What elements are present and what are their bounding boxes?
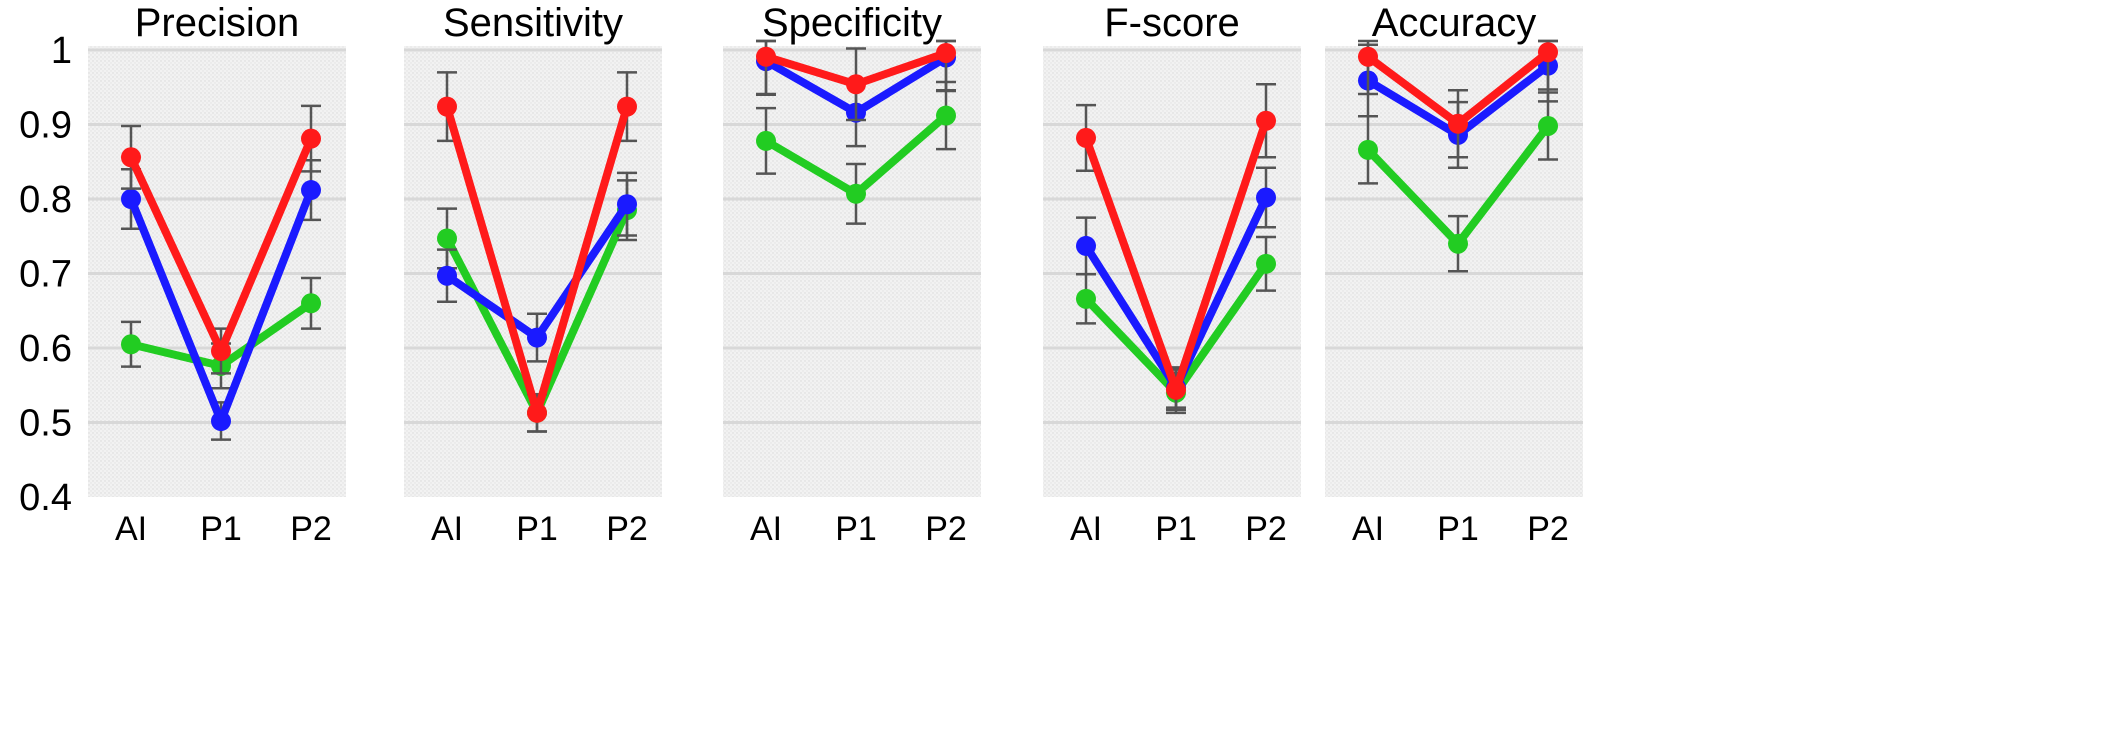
data-point-green <box>1358 139 1378 160</box>
data-point-green <box>846 183 866 204</box>
panel-f-score: F-score AI P1 P2 <box>1043 1 1301 548</box>
data-point-red <box>617 96 637 117</box>
y-tick-label: 0.7 <box>19 254 72 296</box>
data-point-green <box>437 228 457 249</box>
panel-specificity: Specificity AI P1 P2 <box>723 1 981 548</box>
data-point-blue <box>211 411 231 432</box>
data-point-blue <box>617 194 637 215</box>
panel-accuracy: Accuracy AI P1 P2 <box>1325 1 1583 548</box>
data-point-green <box>1448 233 1468 254</box>
x-tick-label: AI <box>750 510 782 548</box>
panel-title: Precision <box>135 1 300 45</box>
x-tick-label: P1 <box>1155 510 1197 548</box>
data-point-red <box>121 147 141 168</box>
data-point-red <box>756 46 776 67</box>
panel-sensitivity: Sensitivity AI P1 P2 <box>404 1 662 548</box>
panel-title: Accuracy <box>1372 1 1537 45</box>
data-point-red <box>846 74 866 95</box>
data-point-blue <box>121 189 141 209</box>
panel-title: Specificity <box>762 1 942 45</box>
data-point-red <box>936 42 956 63</box>
x-tick-label: AI <box>1070 510 1102 548</box>
data-point-red <box>1358 46 1378 67</box>
y-tick-label: 0.9 <box>19 105 72 147</box>
data-point-green <box>1256 253 1276 274</box>
data-point-blue <box>527 327 547 348</box>
x-tick-label: P1 <box>835 510 877 548</box>
data-point-red <box>1538 42 1558 63</box>
x-tick-label: AI <box>1352 510 1384 548</box>
x-tick-label: P2 <box>1527 510 1569 548</box>
data-point-blue <box>437 265 457 286</box>
y-tick-label: 0.6 <box>19 328 72 370</box>
data-point-green <box>1538 115 1558 136</box>
data-point-red <box>301 128 321 149</box>
panel-title: F-score <box>1104 1 1240 45</box>
data-point-green <box>121 334 141 355</box>
x-tick-label: P1 <box>200 510 242 548</box>
x-tick-label: P1 <box>516 510 558 548</box>
data-point-green <box>301 293 321 314</box>
y-tick-label: 1 <box>51 30 72 72</box>
data-point-green <box>936 105 956 126</box>
x-tick-label: P2 <box>290 510 332 548</box>
x-tick-label: P2 <box>606 510 648 548</box>
data-point-blue <box>1256 187 1276 208</box>
data-point-red <box>437 96 457 117</box>
y-tick-label: 0.4 <box>19 477 72 519</box>
y-tick-label: 0.5 <box>19 403 72 445</box>
x-tick-label: P1 <box>1437 510 1479 548</box>
panel-precision: Precision AI P1 P2 <box>88 1 346 548</box>
data-point-green <box>756 130 776 151</box>
data-point-red <box>1166 379 1186 400</box>
y-tick-label: 0.8 <box>19 179 72 221</box>
panel-title: Sensitivity <box>443 1 623 45</box>
data-point-red <box>1256 110 1276 131</box>
data-point-red <box>527 402 547 423</box>
x-tick-label: AI <box>431 510 463 548</box>
data-point-red <box>1448 113 1468 134</box>
x-tick-label: P2 <box>1245 510 1287 548</box>
data-point-red <box>211 340 231 361</box>
data-point-blue <box>301 180 321 201</box>
data-point-green <box>1076 288 1096 309</box>
y-axis: 0.4 0.5 0.6 0.7 0.8 0.9 1 <box>19 30 72 519</box>
data-point-blue <box>1076 235 1096 256</box>
x-tick-label: AI <box>115 510 147 548</box>
data-point-red <box>1076 127 1096 148</box>
x-tick-label: P2 <box>925 510 967 548</box>
